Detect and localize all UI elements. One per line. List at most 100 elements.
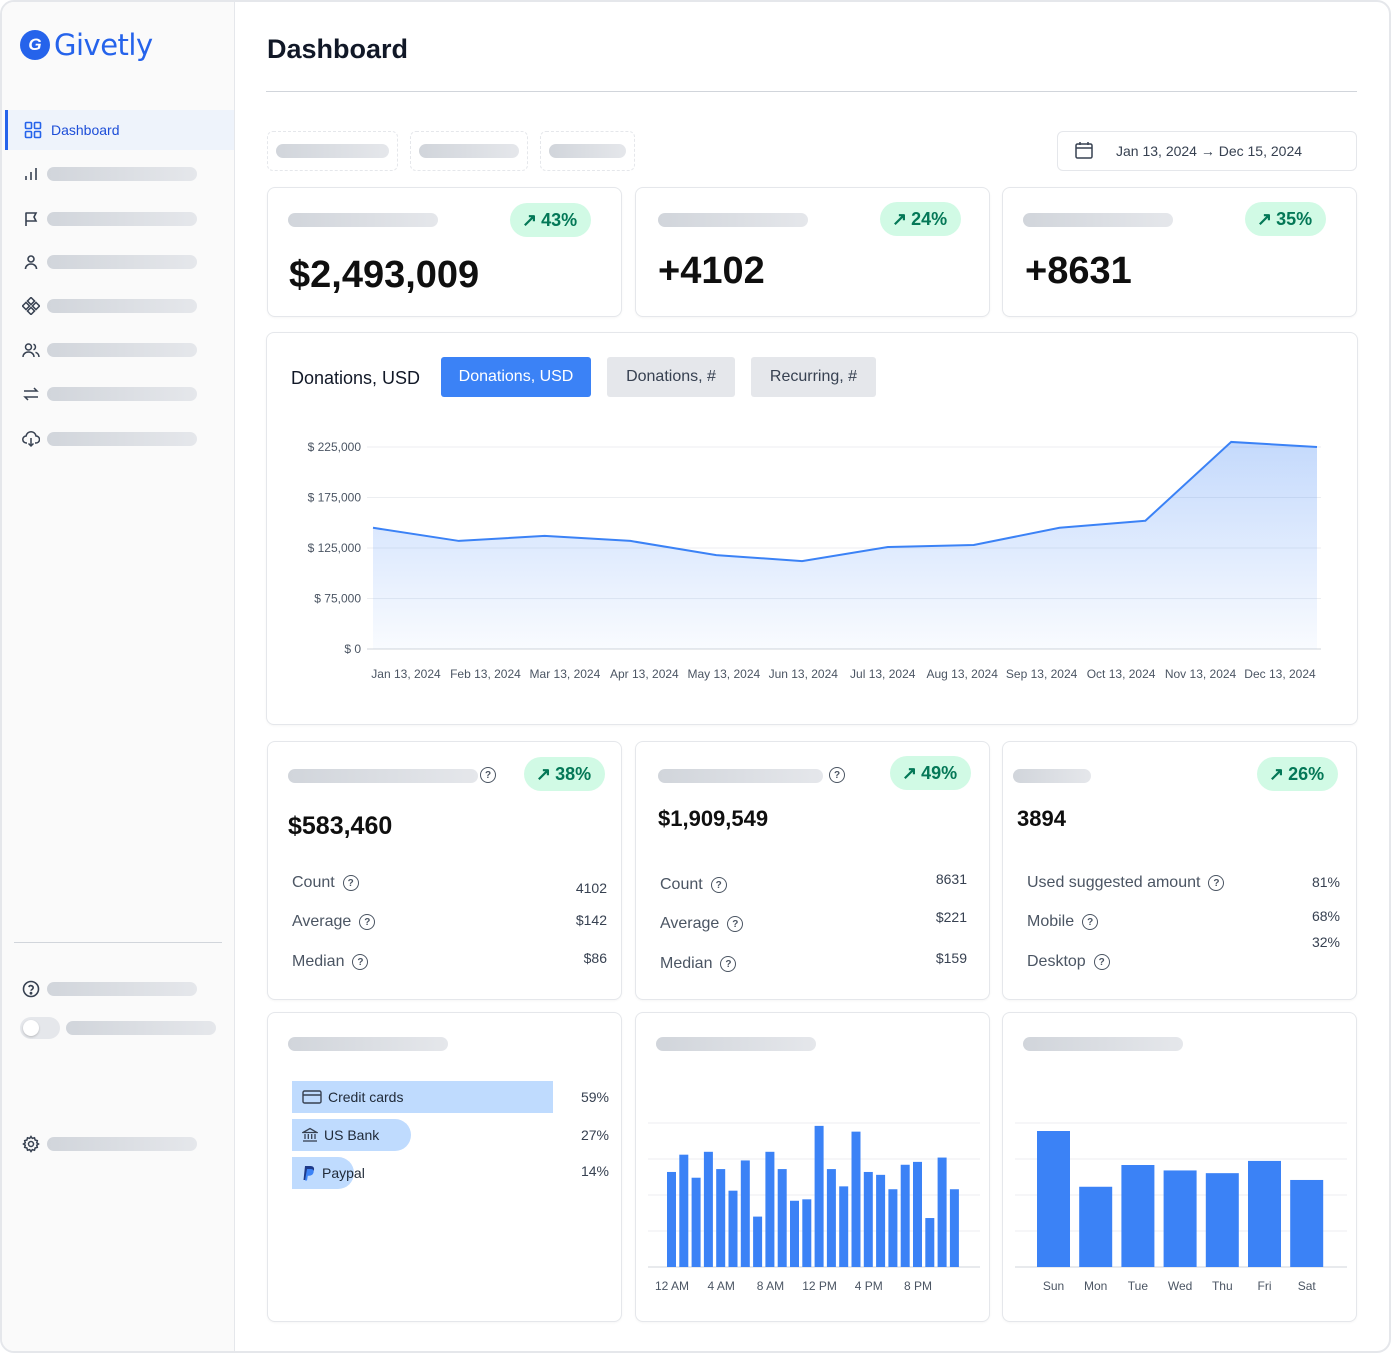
- stat-row-median: Median? $159: [660, 950, 967, 973]
- sidebar-item-placeholder: [47, 387, 197, 401]
- kpi-card-donations: ↗ 24% +4102: [635, 187, 990, 317]
- bar: [814, 1125, 824, 1267]
- flag-icon: [21, 209, 41, 229]
- x-tick-label: Tue: [1128, 1279, 1149, 1293]
- help-icon[interactable]: ?: [727, 916, 744, 932]
- bar: [667, 1171, 676, 1267]
- detail-card-recurring: ? ↗ 49% $1,909,549 Count? 8631 Average? $22…: [635, 741, 990, 1000]
- logo[interactable]: G Givetly: [20, 28, 153, 62]
- logo-icon: G: [20, 30, 50, 60]
- bar-chart-icon: [21, 164, 41, 184]
- change-badge: ↗ 38%: [524, 757, 606, 791]
- help-icon[interactable]: ?: [829, 767, 845, 783]
- help-icon[interactable]: ?: [480, 767, 496, 783]
- help-icon[interactable]: ?: [1082, 914, 1099, 930]
- bar: [1248, 1160, 1281, 1267]
- tab-recurring-count[interactable]: Recurring, #: [751, 357, 876, 397]
- x-tick-label: Mar 13, 2024: [530, 667, 601, 681]
- stat-label: Mobile: [1027, 913, 1075, 930]
- card-label-placeholder: [656, 1037, 816, 1051]
- x-tick-label: Dec 13, 2024: [1244, 667, 1316, 681]
- sidebar-item-recurring[interactable]: [5, 374, 234, 414]
- change-value: 26%: [1288, 763, 1325, 784]
- x-tick-label: May 13, 2024: [687, 667, 760, 681]
- change-value: 43%: [541, 209, 578, 230]
- sidebar-item-dashboard[interactable]: Dashboard: [5, 110, 234, 150]
- filter-placeholder[interactable]: [267, 131, 398, 171]
- logo-text: Givetly: [54, 28, 153, 62]
- sidebar-item-export[interactable]: [5, 419, 234, 459]
- stat-label: Count: [292, 874, 335, 891]
- integrations-icon: [21, 296, 41, 316]
- tab-donations-usd[interactable]: Donations, USD: [441, 357, 591, 397]
- x-tick-label: 4 AM: [708, 1279, 735, 1293]
- detail-value: $583,460: [288, 812, 393, 840]
- page-title: Dashboard: [267, 34, 409, 64]
- bar: [937, 1157, 947, 1267]
- change-value: 49%: [921, 762, 958, 783]
- sidebar-theme-toggle[interactable]: [5, 1008, 234, 1048]
- users-icon: [21, 340, 41, 360]
- donations-area-chart: $ 0 $ 75,000 $ 125,000 $ 175,000 $ 225,000 Ja…: [308, 440, 1321, 681]
- help-icon[interactable]: ?: [352, 954, 369, 970]
- payment-method-bar: US Bank: [292, 1119, 411, 1151]
- bar: [765, 1151, 775, 1267]
- x-tick-label: 8 AM: [757, 1279, 784, 1293]
- arrow-up-right-icon: ↗: [902, 762, 918, 783]
- payment-methods-card: Credit cards 59% US Bank 27% Paypal 14%: [267, 1012, 622, 1322]
- sidebar-item-placeholder: [47, 343, 197, 357]
- sidebar-item-profile[interactable]: [5, 242, 234, 282]
- x-tick-label: 4 PM: [855, 1279, 883, 1293]
- filter-placeholder[interactable]: [410, 131, 528, 171]
- stat-row-mobile: Mobile? 68%: [1027, 908, 1340, 931]
- filter-skeleton: [549, 144, 626, 158]
- sidebar-item-settings[interactable]: [5, 1124, 234, 1164]
- sidebar-item-reports[interactable]: [5, 154, 234, 194]
- y-tick-label: $ 75,000: [314, 592, 361, 606]
- date-range-label: Jan 13, 2024 → Dec 15, 2024: [1116, 143, 1303, 159]
- bar: [1290, 1179, 1324, 1267]
- filter-placeholder[interactable]: [540, 131, 635, 171]
- x-tick-label: Sat: [1298, 1279, 1317, 1293]
- kpi-label-placeholder: [288, 213, 438, 227]
- tab-donations-count[interactable]: Donations, #: [607, 357, 735, 397]
- help-icon[interactable]: ?: [1093, 954, 1110, 970]
- user-icon: [21, 252, 41, 272]
- stat-label: Count: [660, 876, 703, 893]
- payment-method-label: US Bank: [324, 1127, 380, 1143]
- stat-label: Median: [292, 953, 345, 970]
- kpi-label-placeholder: [658, 213, 808, 227]
- change-badge: ↗ 35%: [1245, 202, 1327, 236]
- help-icon[interactable]: ?: [710, 877, 727, 893]
- sidebar-item-placeholder: [47, 432, 197, 446]
- sidebar-item-help[interactable]: [5, 969, 234, 1009]
- help-icon[interactable]: ?: [720, 956, 737, 972]
- toggle-switch[interactable]: [20, 1017, 60, 1039]
- bar: [691, 1177, 701, 1267]
- sidebar-item-campaigns[interactable]: [5, 199, 234, 239]
- change-badge: ↗ 24%: [880, 202, 962, 236]
- weekday-bar-chart: Sun Mon Tue Wed Thu Fri Sat: [1015, 1122, 1347, 1293]
- y-tick-label: $ 125,000: [308, 541, 362, 555]
- payment-method-bar: Credit cards: [292, 1081, 553, 1113]
- sidebar-item-integrations[interactable]: [5, 286, 234, 326]
- stat-label: Average: [292, 913, 352, 930]
- y-tick-label: $ 175,000: [308, 491, 362, 505]
- help-icon[interactable]: ?: [359, 914, 376, 930]
- sidebar-item-team[interactable]: [5, 330, 234, 370]
- bar: [826, 1169, 836, 1267]
- date-range-picker[interactable]: Jan 13, 2024 → Dec 15, 2024: [1057, 131, 1357, 171]
- kpi-value: $2,493,009: [289, 254, 480, 296]
- stat-value: $221: [935, 909, 967, 925]
- help-icon[interactable]: ?: [1208, 875, 1225, 891]
- bar: [1163, 1170, 1197, 1267]
- help-icon[interactable]: ?: [342, 875, 359, 891]
- y-tick-label: $ 0: [344, 642, 361, 656]
- payment-method-percent: 27%: [580, 1127, 609, 1143]
- x-tick-label: Nov 13, 2024: [1165, 667, 1237, 681]
- x-tick-label: Jun 13, 2024: [769, 667, 839, 681]
- stat-row-average: Average? $221: [660, 909, 967, 933]
- sidebar-item-placeholder: [47, 1137, 197, 1151]
- hourly-chart-card: 12 AM 4 AM 8 AM 12 PM 4 PM 8 PM: [635, 1012, 990, 1322]
- change-badge: ↗ 43%: [510, 203, 592, 237]
